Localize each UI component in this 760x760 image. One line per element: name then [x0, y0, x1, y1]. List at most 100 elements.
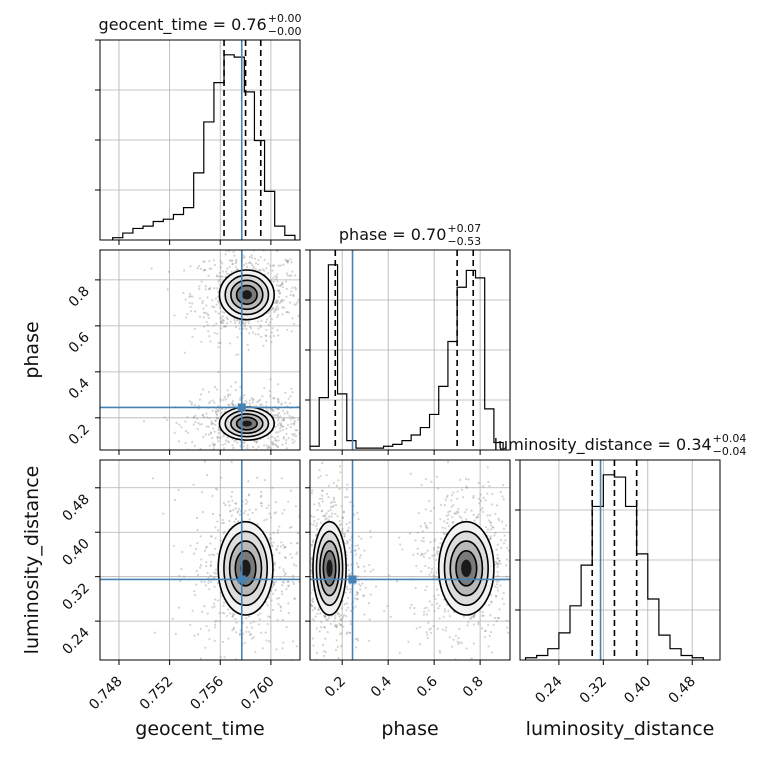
scatter-point [383, 610, 386, 613]
scatter-point [228, 237, 230, 239]
scatter-point [362, 594, 365, 597]
scatter-point [203, 268, 207, 271]
scatter-point [315, 627, 318, 630]
title-main: phase = 0.70 [339, 225, 446, 244]
scatter-point [304, 592, 306, 594]
scatter-point [297, 614, 299, 616]
scatter-point [219, 321, 223, 324]
scatter-point [433, 594, 436, 598]
scatter-point [258, 618, 262, 621]
histogram-geocent_time [112, 54, 296, 240]
scatter-point [282, 306, 286, 309]
scatter-point [303, 577, 305, 579]
scatter-point [356, 591, 359, 595]
scatter-point [292, 563, 296, 566]
scatter-point [274, 425, 277, 428]
scatter-point [418, 626, 421, 629]
scatter-point [206, 451, 208, 453]
x-tick-label-phase: 0.6 [414, 673, 441, 700]
scatter-point [215, 619, 218, 622]
scatter-point [412, 553, 415, 556]
scatter-point [285, 439, 288, 442]
scatter-point [208, 267, 211, 270]
scatter-point [323, 626, 327, 629]
scatter-point [207, 316, 210, 320]
scatter-point [307, 614, 309, 616]
scatter-point [222, 532, 225, 535]
scatter-point [248, 399, 252, 402]
scatter-point [219, 436, 222, 439]
scatter-point [336, 515, 339, 518]
scatter-point [473, 614, 476, 617]
scatter-point [487, 645, 490, 648]
contour-line [235, 416, 258, 431]
scatter-point [285, 287, 288, 291]
scatter-point [264, 334, 267, 337]
scatter-point [297, 535, 299, 537]
scatter-point [334, 512, 337, 516]
scatter-point [337, 612, 340, 615]
scatter-point [150, 267, 153, 270]
scatter-point [363, 570, 366, 573]
scatter-point [244, 509, 247, 512]
scatter-point [276, 273, 279, 276]
scatter-point [239, 398, 242, 402]
scatter-point [272, 581, 275, 585]
scatter-point [270, 331, 273, 334]
scatter-point [321, 500, 324, 503]
scatter-point [496, 586, 499, 589]
scatter-point [495, 583, 499, 586]
scatter-point [280, 477, 283, 480]
scatter-point [273, 437, 276, 440]
scatter-point [326, 492, 329, 496]
scatter-point [305, 593, 307, 595]
scatter-point [249, 325, 252, 329]
scatter-point [416, 547, 419, 550]
scatter-point [465, 486, 469, 489]
scatter-point [166, 288, 169, 291]
scatter-point [258, 612, 262, 615]
scatter-point [238, 632, 242, 635]
scatter-point [204, 311, 207, 314]
scatter-point [277, 398, 280, 401]
scatter-point [424, 564, 427, 568]
scatter-point [423, 610, 426, 613]
scatter-point [275, 597, 279, 600]
scatter-point [467, 478, 470, 481]
scatter-point [265, 339, 268, 342]
scatter-point [486, 528, 490, 531]
scatter-point [442, 615, 445, 618]
scatter-point [269, 533, 272, 536]
scatter-point [347, 526, 351, 529]
scatter-point [279, 415, 282, 418]
scatter-point [368, 618, 371, 621]
scatter-point [163, 416, 166, 419]
scatter-point [290, 422, 293, 426]
scatter-point [209, 432, 213, 435]
scatter-point [285, 310, 289, 314]
scatter-point [315, 651, 319, 654]
scatter-point [464, 666, 466, 668]
scatter-point [203, 311, 206, 314]
scatter-point [310, 569, 313, 572]
scatter-point [437, 546, 440, 549]
scatter-point [306, 582, 308, 584]
scatter-point [491, 503, 494, 506]
scatter-point [230, 514, 233, 517]
scatter-point [199, 267, 202, 270]
scatter-point [221, 611, 224, 615]
scatter-point [205, 412, 208, 415]
scatter-point [282, 568, 285, 571]
scatter-point [494, 531, 497, 535]
scatter-point [226, 436, 230, 439]
scatter-point [272, 531, 275, 535]
scatter-point [277, 602, 280, 606]
scatter-point [259, 325, 262, 329]
scatter-point [446, 521, 449, 525]
scatter-point [233, 456, 235, 458]
scatter-point [323, 614, 327, 617]
scatter-point [221, 640, 224, 644]
scatter-point [307, 514, 309, 516]
scatter-point [275, 444, 278, 447]
scatter-point [242, 632, 245, 635]
